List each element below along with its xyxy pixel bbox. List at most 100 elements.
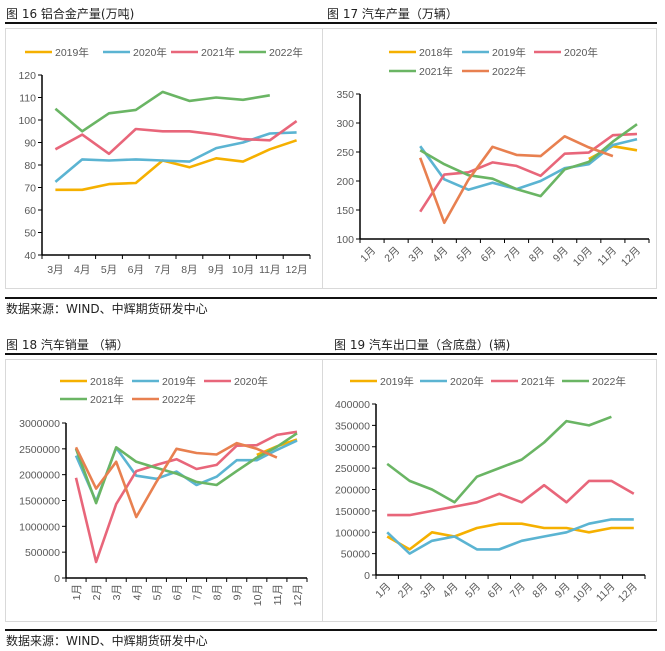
y-tick-label: 110	[19, 93, 36, 105]
x-tick-label: 5月	[101, 264, 117, 276]
figure-17-title: 图 17 汽车产量（万辆）	[327, 7, 458, 21]
y-tick-label: 80	[24, 160, 36, 172]
x-tick-label: 3月	[406, 245, 426, 265]
y-tick-label: 500000	[25, 547, 60, 559]
y-tick-label: 70	[24, 183, 36, 195]
series-line-2020年	[386, 518, 634, 555]
x-tick-label: 7月	[192, 584, 204, 600]
x-tick-label: 5月	[151, 584, 163, 600]
y-tick-label: 100000	[335, 527, 370, 539]
x-tick-label: 11月	[272, 584, 284, 605]
x-tick-label: 9月	[208, 264, 224, 276]
x-tick-label: 11月	[259, 264, 280, 276]
x-tick-label: 8月	[212, 584, 224, 600]
chart-19-frame	[322, 359, 657, 622]
x-tick-label: 7月	[154, 264, 170, 276]
legend-label: 2022年	[162, 393, 196, 406]
y-tick-label: 250	[336, 147, 354, 159]
y-tick-label: 300	[336, 118, 354, 130]
x-tick-label: 6月	[171, 584, 183, 600]
x-tick-label: 11月	[594, 581, 618, 605]
x-tick-label: 2月	[396, 581, 416, 601]
y-tick-label: 200000	[335, 485, 370, 497]
legend-label: 2021年	[90, 393, 124, 406]
y-tick-label: 60	[24, 205, 36, 217]
figure-16-title: 图 16 铝合金产量(万吨)	[6, 7, 135, 21]
series-line-2022年	[386, 415, 612, 504]
y-tick-label: 2500000	[19, 444, 60, 456]
y-tick-label: 350000	[335, 420, 370, 432]
legend-label: 2022年	[492, 65, 526, 78]
x-tick-label: 6月	[479, 245, 499, 265]
x-tick-label: 5月	[454, 245, 474, 265]
y-tick-label: 90	[24, 138, 36, 150]
y-tick-label: 150000	[335, 506, 370, 518]
x-tick-label: 8月	[527, 245, 547, 265]
chart-16: 40 50 60 70 80 90 100 110 120 3月 4月 5月 6月 7月 8月 9月 10月 11…	[18, 46, 311, 276]
x-tick-label: 1月	[373, 581, 393, 601]
x-tick-label: 11月	[595, 245, 619, 269]
source-note: 数据来源：WIND、中辉期货研发中心	[6, 634, 208, 648]
series-line-2021年	[387, 479, 635, 517]
x-tick-label: 6月	[128, 264, 144, 276]
x-tick-label: 10月	[252, 584, 264, 606]
legend-label: 2021年	[201, 46, 235, 59]
legend-label: 2020年	[133, 46, 167, 59]
y-tick-label: 300000	[335, 442, 370, 454]
chart-19: 0 50000 100000 150000 200000 250000 300000 3500…	[335, 375, 646, 605]
x-tick-label: 3月	[418, 581, 438, 601]
x-tick-label: 12月	[616, 581, 640, 605]
y-tick-label: 250000	[335, 463, 370, 475]
legend-label: 2019年	[380, 375, 414, 388]
legend-label: 2020年	[564, 46, 598, 59]
series-line-2020年	[74, 430, 298, 564]
divider	[5, 22, 657, 24]
x-tick-label: 6月	[485, 581, 505, 601]
legend-label: 2019年	[162, 375, 196, 388]
x-tick-label: 3月	[47, 264, 63, 276]
x-tick-label: 9月	[551, 245, 571, 265]
source-note: 数据来源：WIND、中辉期货研发中心	[6, 302, 208, 316]
series-line-2019年	[55, 139, 298, 192]
x-tick-label: 2月	[382, 245, 402, 265]
legend-label: 2018年	[90, 375, 124, 388]
y-tick-label: 200	[336, 176, 354, 188]
x-tick-label: 10月	[232, 264, 254, 276]
y-tick-label: 40	[24, 250, 36, 262]
legend-label: 2022年	[269, 46, 303, 59]
x-tick-label: 3月	[111, 584, 123, 600]
series-line-2019年	[386, 522, 634, 551]
legend-label: 2022年	[592, 375, 626, 388]
y-tick-label: 0	[54, 573, 60, 585]
y-tick-label: 150	[336, 205, 354, 217]
y-tick-label: 100	[336, 234, 354, 246]
series-line-2022年	[418, 135, 614, 225]
legend-label: 2021年	[419, 65, 453, 78]
x-tick-label: 5月	[463, 581, 483, 601]
x-tick-label: 12月	[619, 245, 643, 269]
y-tick-label: 50000	[341, 549, 370, 561]
series-line-2021年	[54, 120, 298, 156]
legend-label: 2020年	[234, 375, 268, 388]
x-tick-label: 9月	[232, 584, 244, 600]
divider	[5, 353, 657, 355]
y-tick-label: 50	[24, 228, 36, 240]
y-tick-label: 1000000	[19, 521, 60, 533]
series-line-2022年	[74, 441, 278, 519]
y-tick-label: 1500000	[19, 496, 60, 508]
x-tick-label: 12月	[286, 264, 308, 276]
x-tick-label: 10月	[571, 245, 595, 269]
chart-18: 0 500000 1000000 1500000 2000000 2500000 30000…	[19, 375, 308, 606]
y-tick-label: 2000000	[19, 470, 60, 482]
x-tick-label: 4月	[131, 584, 143, 600]
x-tick-label: 7月	[508, 581, 528, 601]
y-tick-label: 120	[18, 70, 36, 82]
x-tick-label: 8月	[530, 581, 550, 601]
series-line-2020年	[419, 132, 638, 213]
x-tick-label: 8月	[181, 264, 197, 276]
divider	[5, 629, 657, 631]
series-line-2020年	[54, 131, 297, 183]
y-tick-label: 350	[336, 89, 354, 101]
x-tick-label: 4月	[74, 264, 90, 276]
